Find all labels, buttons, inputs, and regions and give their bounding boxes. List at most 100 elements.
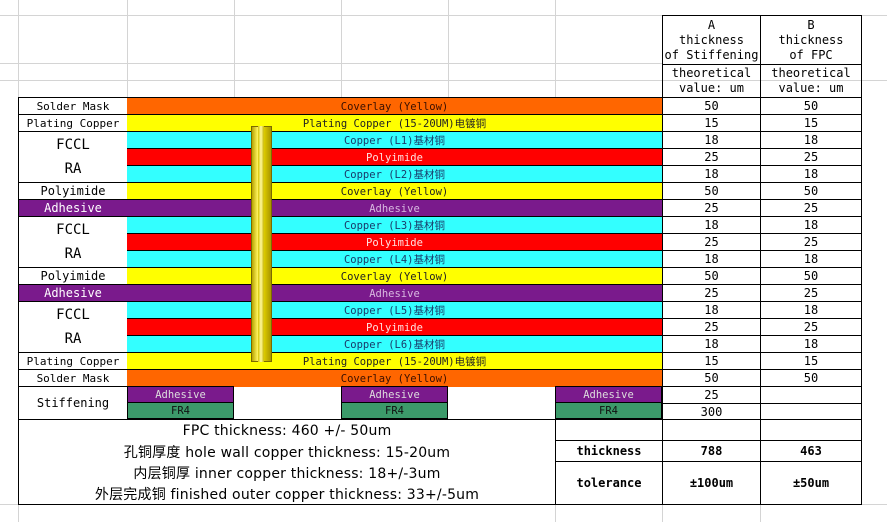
cell-blank (662, 419, 761, 441)
value-b-layer: 15 (760, 114, 862, 132)
header-col-b: B thickness of FPC (760, 15, 862, 65)
label-polyimide-1: Polyimide (18, 182, 128, 200)
tolerance-b-text: ±50um (792, 476, 830, 490)
value-a-layer: 18 (662, 131, 761, 149)
value-a-layer: 50 (662, 182, 761, 200)
subheader-col-a-line: theoretical (671, 66, 752, 80)
label-fccl-2: FCCL RA (18, 216, 128, 268)
value-a-layer: 18 (662, 216, 761, 234)
grid-line (0, 63, 662, 64)
tolerance-label: tolerance (555, 461, 663, 505)
value-b-layer: 18 (760, 165, 862, 183)
grid-line (127, 0, 128, 97)
value-a-stiffener-fr4: 300 (662, 403, 761, 420)
layer-plating: Plating Copper (15-20UM)电镀铜 (127, 352, 662, 370)
thickness-label-text: thickness (576, 444, 642, 458)
summary-fpc-thickness: FPC thickness: 460 +/- 50um (182, 423, 392, 439)
header-col-a-line: A (707, 17, 716, 32)
layer-adhesive: Adhesive (127, 284, 662, 302)
grid-line (555, 504, 556, 522)
value-b-layer: 18 (760, 335, 862, 353)
value-b-layer: 25 (760, 199, 862, 217)
tolerance-a: ±100um (662, 461, 761, 505)
thickness-label: thickness (555, 440, 663, 462)
header-col-b-line: B (807, 17, 815, 32)
subheader-col-b: theoretical value: um (760, 64, 862, 98)
subheader-col-b-line: value: um (778, 81, 844, 95)
total-thickness-a: 788 (662, 440, 761, 462)
subheader-col-b-line: theoretical (771, 66, 851, 80)
value-b-layer: 50 (760, 97, 862, 115)
value-b-layer: 25 (760, 148, 862, 166)
value-a-layer: 50 (662, 97, 761, 115)
layer-copper: Copper (L3)基材铜 (127, 216, 662, 234)
value-a-layer: 18 (662, 335, 761, 353)
label-fccl-3-a: FCCL (56, 307, 90, 323)
layer-adhesive: Adhesive (127, 199, 662, 217)
label-fccl-1-a: FCCL (56, 137, 90, 153)
label-solder-mask-top: Solder Mask (18, 97, 128, 115)
value-b-stiffener-adhesive (760, 386, 862, 404)
label-plating-copper-top: Plating Copper (18, 114, 128, 132)
header-col-b-line: thickness (778, 32, 844, 47)
stiffener-adhesive-left: Adhesive (127, 386, 234, 403)
grid-line (234, 0, 235, 97)
stiffener-adhesive-center: Adhesive (341, 386, 448, 403)
cell-blank (760, 419, 862, 441)
subheader-col-a: theoretical value: um (662, 64, 761, 98)
grid-line (448, 0, 449, 97)
value-a-layer: 25 (662, 318, 761, 336)
tolerance-label-text: tolerance (576, 476, 642, 490)
label-stiffening: Stiffening (18, 386, 128, 420)
grid-line (0, 15, 887, 16)
layer-coverlay: Coverlay (Yellow) (127, 369, 662, 387)
stiffener-fr4-left: FR4 (127, 402, 234, 419)
value-b-layer: 25 (760, 233, 862, 251)
value-b-layer: 18 (760, 301, 862, 319)
plated-via-core (258, 126, 264, 362)
value-a-layer: 15 (662, 114, 761, 132)
value-a-stiffener-adhesive: 25 (662, 386, 761, 404)
value-a-layer: 25 (662, 148, 761, 166)
label-fccl-1-b: RA (64, 161, 82, 177)
grid-line (18, 504, 19, 522)
value-b-stiffener-fr4 (760, 403, 862, 420)
layer-plating: Plating Copper (15-20UM)电镀铜 (127, 114, 662, 132)
label-adhesive-1: Adhesive (18, 199, 128, 217)
layer-copper: Copper (L4)基材铜 (127, 250, 662, 268)
value-b-layer: 15 (760, 352, 862, 370)
tolerance-a-text: ±100um (689, 476, 734, 490)
layer-coverlay: Coverlay (Yellow) (127, 97, 662, 115)
label-adhesive-2: Adhesive (18, 284, 128, 302)
summary-inner-copper: 内层铜厚 inner copper thickness: 18+/-3um (133, 465, 441, 482)
total-thickness-b: 463 (760, 440, 862, 462)
layer-plating: Coverlay (Yellow) (127, 182, 662, 200)
layer-copper: Copper (L5)基材铜 (127, 301, 662, 319)
label-fccl-2-a: FCCL (56, 222, 90, 238)
label-polyimide-2: Polyimide (18, 267, 128, 285)
value-b-layer: 50 (760, 182, 862, 200)
label-fccl-3-b: RA (64, 331, 82, 347)
header-col-a: A thickness of Stiffening (662, 15, 761, 65)
value-a-layer: 25 (662, 233, 761, 251)
value-b-layer: 50 (760, 369, 862, 387)
label-fccl-2-b: RA (64, 246, 82, 262)
value-b-layer: 18 (760, 216, 862, 234)
layer-copper: Copper (L1)基材铜 (127, 131, 662, 149)
value-b-layer: 25 (760, 284, 862, 302)
grid-line (18, 0, 19, 97)
layer-polyimide: Polyimide (127, 318, 662, 336)
grid-line (662, 504, 663, 522)
header-col-b-line: of FPC (789, 47, 833, 62)
grid-line (760, 504, 761, 522)
value-a-layer: 50 (662, 267, 761, 285)
subheader-col-a-line: value: um (678, 81, 745, 95)
total-thickness-b-text: 463 (800, 444, 822, 458)
label-solder-mask-bottom: Solder Mask (18, 369, 128, 387)
label-plating-copper-bottom: Plating Copper (18, 352, 128, 370)
stiffener-fr4-right: FR4 (555, 402, 662, 419)
grid-line (0, 80, 887, 81)
value-b-layer: 18 (760, 250, 862, 268)
value-a-layer: 18 (662, 301, 761, 319)
value-a-layer: 18 (662, 165, 761, 183)
